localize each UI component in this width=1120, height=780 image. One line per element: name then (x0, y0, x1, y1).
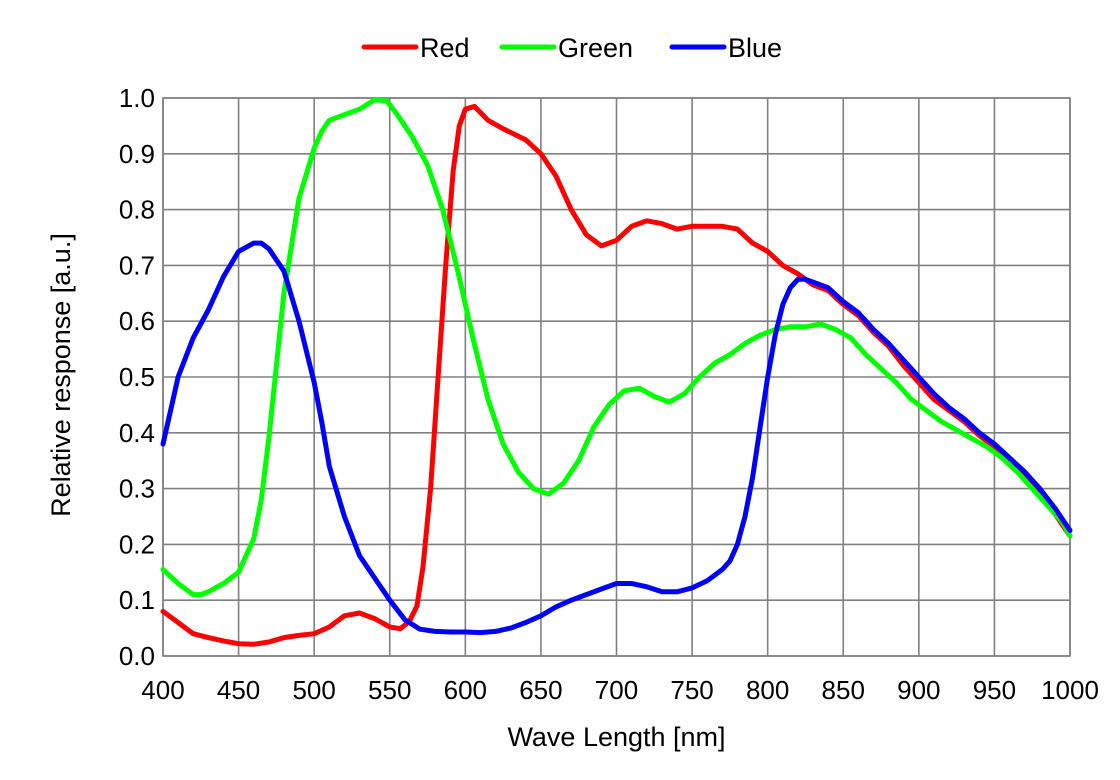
series-line-green (160, 97, 1073, 598)
series-lines (160, 97, 1073, 647)
plot-area-border (162, 97, 1071, 657)
y-tick-label: 0.7 (119, 250, 155, 280)
series-line-blue (160, 240, 1073, 636)
y-tick-label: 0.4 (119, 418, 155, 448)
x-tick-label: 950 (973, 675, 1016, 705)
x-tick-label: 750 (670, 675, 713, 705)
y-tick-label: 0.5 (119, 362, 155, 392)
x-axis-ticks: 400 450 500 550 600 650 700 750 800 850 900 950 1000 (141, 675, 1099, 705)
x-tick-label: 600 (444, 675, 487, 705)
y-tick-label: 0.9 (119, 139, 155, 169)
x-tick-label: 450 (217, 675, 260, 705)
x-tick-label: 850 (822, 675, 865, 705)
legend: Red Green Blue (361, 33, 782, 63)
x-tick-label: 500 (292, 675, 335, 705)
y-tick-label: 0.2 (119, 529, 155, 559)
y-axis-title: Relative response [a.u.] (46, 233, 76, 517)
y-tick-label: 0.3 (119, 474, 155, 504)
y-tick-label: 0.0 (119, 641, 155, 671)
grid (162, 97, 1071, 657)
x-tick-label: 650 (519, 675, 562, 705)
x-tick-label: 400 (141, 675, 184, 705)
legend-label-green: Green (558, 33, 633, 63)
y-axis-ticks: 0.0 0.1 0.2 0.3 0.4 0.5 0.6 0.7 0.8 0.9 1.0 (119, 83, 155, 671)
legend-label-red: Red (420, 33, 470, 63)
y-tick-label: 0.8 (119, 195, 155, 225)
series-line-red (160, 103, 1073, 647)
legend-label-blue: Blue (728, 33, 782, 63)
x-axis-title: Wave Length [nm] (507, 722, 725, 752)
y-tick-label: 0.6 (119, 306, 155, 336)
y-tick-label: 1.0 (119, 83, 155, 113)
x-tick-label: 800 (746, 675, 789, 705)
x-tick-label: 550 (368, 675, 411, 705)
x-tick-label: 900 (897, 675, 940, 705)
x-tick-label: 700 (595, 675, 638, 705)
x-tick-label: 1000 (1041, 675, 1099, 705)
y-tick-label: 0.1 (119, 585, 155, 615)
